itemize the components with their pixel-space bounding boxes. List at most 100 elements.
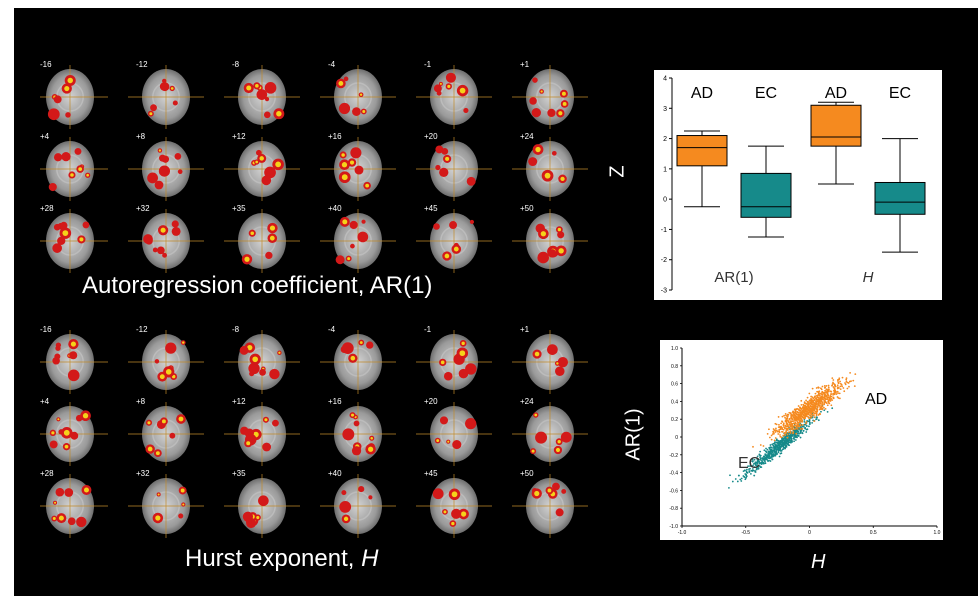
scatter-point: [824, 401, 827, 404]
brain-slice: +20: [416, 132, 492, 201]
slice-label: -16: [40, 60, 52, 69]
scatter-point: [778, 423, 780, 426]
activation-peak: [459, 350, 466, 357]
scatter-point: [774, 451, 777, 454]
scatter-y-tick-label: -0.2: [669, 453, 678, 459]
scatter-point: [778, 431, 781, 434]
scatter-point: [768, 455, 771, 457]
activation-blob: [69, 351, 78, 360]
activation-blob: [74, 147, 82, 155]
activation-blob: [239, 345, 249, 355]
box-name-label: EC: [755, 85, 777, 102]
activation-blob: [555, 366, 565, 377]
scatter-point: [763, 455, 765, 458]
activation-peak: [170, 87, 174, 90]
activation-peak: [555, 447, 561, 453]
activation-blob: [343, 76, 349, 82]
activation-blob: [551, 150, 557, 156]
scatter-point: [810, 395, 813, 398]
slice-label: +20: [424, 397, 438, 406]
slice-label: +32: [136, 469, 150, 478]
scatter-point: [769, 446, 772, 449]
scatter-point: [769, 450, 771, 453]
scatter-point: [830, 397, 833, 400]
activation-blob: [264, 97, 270, 102]
scatter-point: [775, 423, 778, 426]
activation-blob: [358, 485, 365, 493]
scatter-point: [755, 467, 758, 470]
activation-peak: [264, 418, 268, 422]
activation-peak: [62, 230, 69, 237]
slice-label: +24: [520, 132, 534, 141]
scatter-point: [810, 400, 813, 403]
scatter-point: [830, 393, 833, 395]
scatter-point: [745, 470, 748, 473]
scatter-y-tick-label: -0.4: [669, 471, 678, 477]
activation-blob: [255, 149, 262, 156]
activation-blob: [262, 442, 272, 452]
slice-label: -12: [136, 60, 148, 69]
activation-peak: [451, 491, 458, 498]
slice-label: +40: [328, 469, 342, 478]
scatter-point: [787, 413, 790, 416]
activation-peak: [338, 81, 344, 86]
scatter-y-tick-label: -0.6: [669, 488, 678, 494]
activation-peak: [54, 501, 57, 504]
activation-peak: [351, 413, 355, 417]
slice-label: +16: [328, 132, 342, 141]
scatter-point: [789, 425, 792, 428]
scatter-point: [806, 428, 809, 431]
activation-peak: [445, 156, 450, 161]
scatter-point: [749, 460, 752, 462]
activation-peak: [247, 345, 253, 351]
activation-peak: [562, 102, 567, 106]
scatter-point: [774, 453, 777, 456]
scatter-y-tick-label: 0: [675, 435, 678, 441]
scatter-point: [834, 389, 837, 392]
scatter-point: [790, 420, 792, 423]
scatter-point: [772, 430, 775, 433]
scatter-point: [790, 439, 793, 442]
activation-peak: [544, 172, 551, 179]
activation-peak: [359, 341, 363, 344]
ar1-brain-grid: -16 -12 -8 -4 -1 +1 +4 +8 +12 +16 +20 +24 +28 +32 +35 +…: [40, 60, 588, 273]
scatter-point: [823, 409, 826, 412]
scatter-point: [768, 436, 771, 439]
scatter-point: [759, 450, 762, 453]
scatter-point: [777, 441, 779, 444]
scatter-point: [791, 417, 793, 420]
scatter-point: [807, 413, 810, 416]
scatter-point: [852, 379, 855, 382]
scatter-point: [759, 457, 762, 460]
activation-peak: [178, 416, 184, 422]
scatter-y-label: AR(1): [622, 408, 645, 461]
scatter-point: [831, 384, 834, 387]
scatter-point: [841, 376, 844, 379]
scatter-point: [780, 422, 783, 425]
scatter-point: [805, 420, 808, 423]
brain-slice: +40: [320, 204, 396, 273]
scatter-point: [728, 486, 730, 489]
scatter-point: [736, 480, 739, 483]
activation-peak: [557, 439, 561, 444]
scatter-point: [821, 393, 824, 396]
scatter-point: [796, 429, 799, 432]
scatter-point: [819, 387, 822, 390]
activation-peak: [256, 515, 260, 520]
activation-peak: [161, 419, 166, 424]
scatter-point: [744, 478, 747, 481]
scatter-y-tick-label: 0.6: [671, 382, 678, 388]
scatter-point: [739, 478, 742, 481]
slice-label: -8: [232, 60, 240, 69]
scatter-point: [768, 452, 771, 455]
activation-blob: [65, 112, 71, 118]
scatter-point: [781, 443, 784, 446]
activation-blob: [531, 107, 541, 118]
scatter-point: [842, 387, 845, 389]
box-name-label: AD: [825, 85, 847, 102]
scatter-point: [776, 453, 778, 455]
scatter-point: [796, 413, 798, 416]
scatter-point: [823, 403, 826, 406]
scatter-point: [786, 436, 789, 439]
activation-blob: [557, 357, 569, 368]
